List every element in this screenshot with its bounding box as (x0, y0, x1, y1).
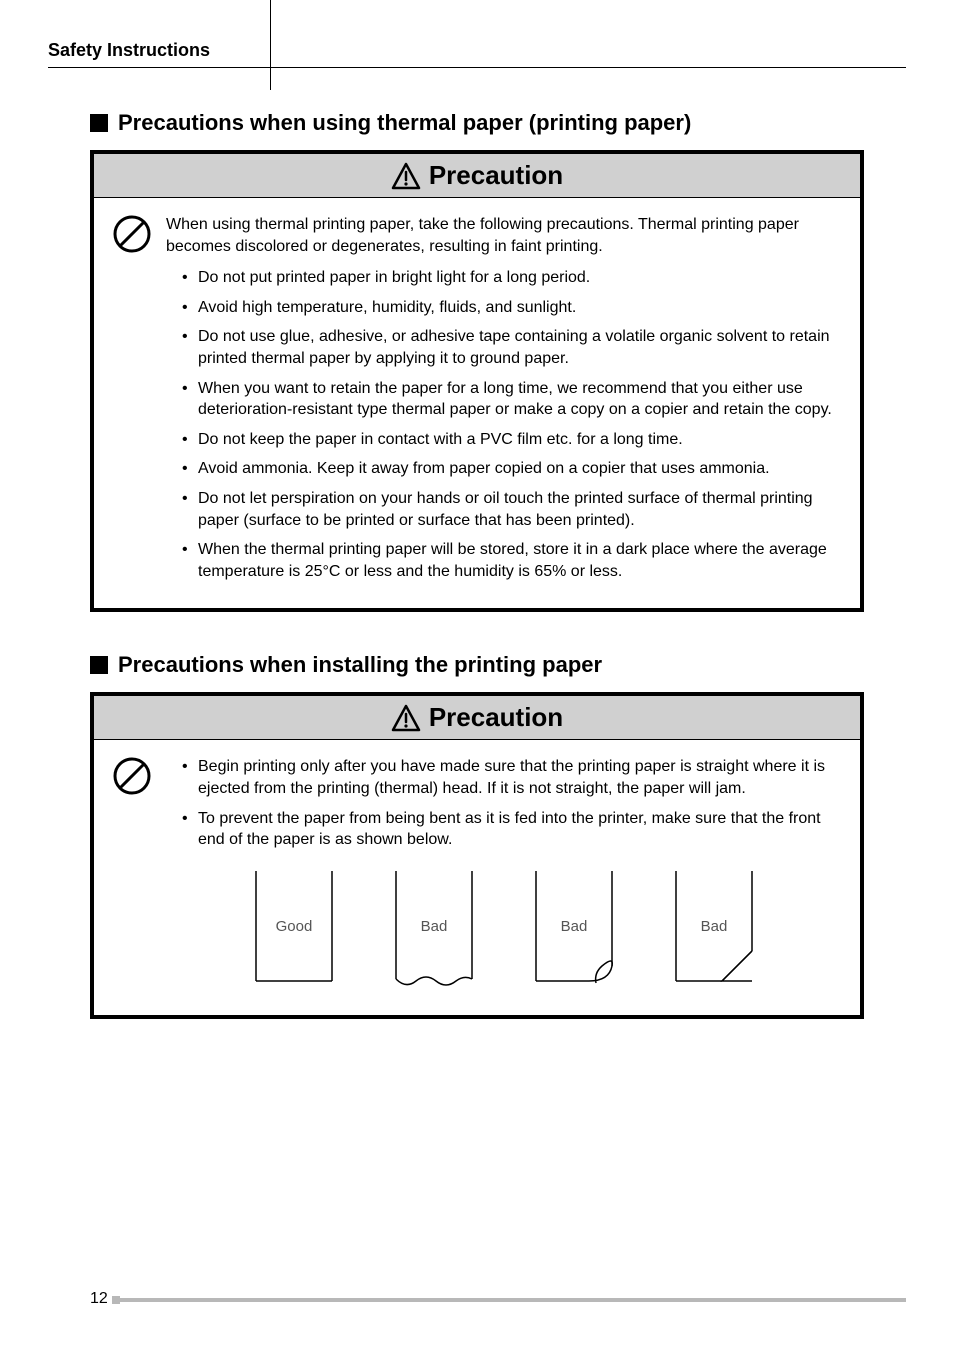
section1-bullet: Avoid high temperature, humidity, fluids… (182, 297, 842, 319)
section1-bullet: Do not use glue, adhesive, or adhesive t… (182, 326, 842, 369)
paper-example-bad-wavy: Bad (384, 871, 484, 991)
section2-bullet: Begin printing only after you have made … (182, 756, 842, 799)
paper-bad-wavy-icon: Bad (384, 871, 484, 991)
precaution-box-2: Precaution Begin printing only after you… (90, 692, 864, 1018)
section1-intro: When using thermal printing paper, take … (166, 214, 842, 257)
section1-heading-text: Precautions when using thermal paper (pr… (118, 110, 691, 136)
paper-example-bad-curl: Bad (524, 871, 624, 991)
section2-heading-text: Precautions when installing the printing… (118, 652, 602, 678)
precaution-body-2: Begin printing only after you have made … (94, 740, 860, 1014)
page-number: 12 (90, 1290, 108, 1308)
heading-bullet-icon (90, 656, 108, 674)
section2-heading: Precautions when installing the printing… (90, 652, 864, 678)
precaution-header-2: Precaution (94, 696, 860, 740)
paper-label-bad: Bad (421, 918, 448, 935)
paper-label-good: Good (276, 918, 313, 935)
section1-heading: Precautions when using thermal paper (pr… (90, 110, 864, 136)
precaution-body-1: When using thermal printing paper, take … (94, 198, 860, 608)
section1-list: Do not put printed paper in bright light… (166, 267, 842, 582)
paper-example-bad-fold: Bad (664, 871, 764, 991)
section1-bullet: When you want to retain the paper for a … (182, 378, 842, 421)
page-header: Safety Instructions (48, 40, 906, 68)
section1-bullet: When the thermal printing paper will be … (182, 539, 842, 582)
paper-good-icon: Good (244, 871, 344, 991)
page-content: Precautions when using thermal paper (pr… (90, 110, 864, 1059)
paper-examples-row: Good Bad (166, 871, 842, 991)
paper-bad-curl-icon: Bad (524, 871, 624, 991)
warning-triangle-icon (391, 704, 421, 732)
section1-bullet: Avoid ammonia. Keep it away from paper c… (182, 458, 842, 480)
heading-bullet-icon (90, 114, 108, 132)
paper-bad-fold-icon: Bad (664, 871, 764, 991)
precaution-header-1: Precaution (94, 154, 860, 198)
section1-bullet: Do not put printed paper in bright light… (182, 267, 842, 289)
paper-label-bad: Bad (701, 918, 728, 935)
precaution-text-2: Begin printing only after you have made … (166, 756, 842, 990)
prohibit-icon (112, 756, 152, 796)
warning-triangle-icon (391, 162, 421, 190)
precaution-title-2: Precaution (429, 702, 563, 733)
paper-label-bad: Bad (561, 918, 588, 935)
precaution-title-1: Precaution (429, 160, 563, 191)
precaution-box-1: Precaution When using thermal printing p… (90, 150, 864, 612)
prohibit-icon (112, 214, 152, 254)
header-title: Safety Instructions (48, 40, 210, 67)
section2-bullet: To prevent the paper from being bent as … (182, 808, 842, 851)
section1-bullet: Do not let perspiration on your hands or… (182, 488, 842, 531)
section2-list: Begin printing only after you have made … (166, 756, 842, 850)
precaution-text-1: When using thermal printing paper, take … (166, 214, 842, 590)
footer-rule (120, 1298, 906, 1302)
section1-bullet: Do not keep the paper in contact with a … (182, 429, 842, 451)
paper-example-good: Good (244, 871, 344, 991)
